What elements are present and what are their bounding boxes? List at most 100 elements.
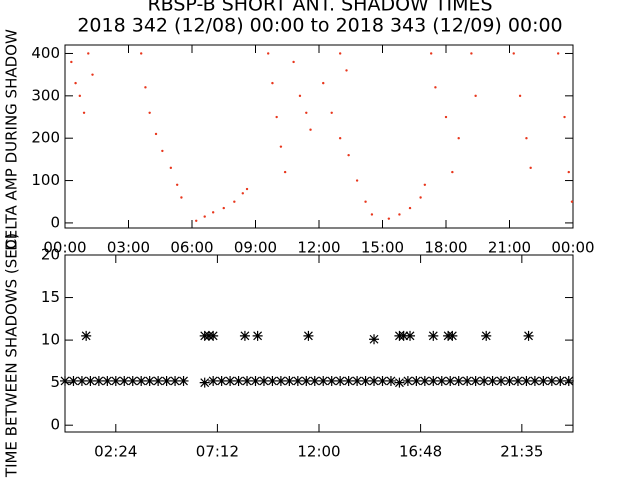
data-point: [555, 375, 566, 386]
data-point: [267, 52, 270, 55]
x-tick-label: 03:00: [107, 239, 150, 257]
data-point: [144, 375, 155, 386]
data-point: [245, 187, 249, 191]
data-point: [140, 52, 143, 55]
data-point: [523, 330, 534, 341]
x-tick-label: 12:00: [297, 443, 340, 461]
data-point: [428, 375, 439, 386]
data-point: [195, 219, 198, 222]
x-tick-label: 09:00: [234, 239, 277, 257]
data-point: [292, 375, 303, 386]
data-point: [211, 211, 215, 214]
data-point: [479, 375, 490, 386]
data-point: [298, 94, 302, 98]
data-point: [93, 375, 104, 386]
data-point: [504, 375, 515, 386]
y-tick-label: 15: [41, 288, 60, 306]
data-point: [284, 375, 295, 386]
data-point: [148, 111, 151, 114]
data-point: [394, 377, 405, 388]
data-point: [512, 375, 523, 386]
data-point: [250, 375, 261, 386]
data-point: [239, 330, 250, 341]
data-point: [419, 196, 422, 199]
data-point: [411, 375, 422, 386]
data-point: [318, 375, 329, 386]
data-point: [283, 170, 287, 174]
y-axis-label: TIME BETWEEN SHADOWS (SEC): [3, 233, 21, 478]
y-axis-label: DELTA AMP DURING SHADOW: [3, 29, 21, 251]
data-point: [525, 136, 528, 140]
data-point: [546, 375, 557, 386]
x-tick-label: 06:00: [170, 239, 213, 257]
data-point: [470, 375, 481, 386]
data-point: [242, 375, 253, 386]
x-tick-label: 00:00: [551, 239, 594, 257]
x-tick-label: 02:24: [94, 443, 137, 461]
data-point: [347, 153, 350, 157]
data-point: [453, 375, 464, 386]
data-point: [352, 375, 363, 386]
data-point: [87, 52, 90, 55]
data-point: [76, 375, 87, 386]
data-point: [370, 213, 374, 216]
data-point: [385, 375, 396, 386]
data-point: [82, 111, 86, 114]
data-point: [335, 375, 346, 386]
data-point: [175, 183, 179, 186]
data-point: [447, 330, 458, 341]
data-point: [529, 166, 532, 170]
y-tick-label: 200: [31, 129, 60, 147]
data-point: [208, 330, 219, 341]
data-point: [338, 52, 342, 55]
data-point: [364, 200, 367, 203]
data-point: [203, 215, 206, 218]
data-point: [70, 60, 73, 64]
data-point: [161, 149, 164, 153]
data-point: [377, 375, 388, 386]
data-point: [538, 375, 549, 386]
data-point: [387, 217, 391, 220]
x-tick-label: 15:00: [361, 239, 404, 257]
y-tick-label: 0: [50, 213, 60, 231]
data-point: [136, 375, 147, 386]
data-point: [225, 375, 236, 386]
x-tick-label: 16:48: [399, 443, 442, 461]
data-point: [457, 136, 460, 140]
data-point: [216, 375, 227, 386]
data-point: [474, 94, 477, 98]
data-point: [345, 69, 348, 72]
data-point: [271, 81, 274, 85]
data-point: [275, 375, 286, 386]
plot-frame: [64, 254, 574, 433]
data-point: [127, 375, 138, 386]
chart-subtitle: 2018 342 (12/08) 00:00 to 2018 343 (12/0…: [77, 15, 562, 37]
data-point: [241, 192, 244, 195]
data-point: [178, 375, 189, 386]
data-point: [436, 375, 447, 386]
data-point: [512, 52, 515, 55]
data-point: [481, 330, 492, 341]
data-point: [444, 115, 448, 119]
data-point: [496, 375, 507, 386]
y-tick-label: 20: [41, 246, 60, 264]
data-point: [451, 170, 454, 174]
x-tick-label: 21:00: [488, 239, 531, 257]
data-point: [169, 166, 173, 170]
data-point: [301, 375, 312, 386]
data-point: [267, 375, 278, 386]
data-point: [309, 128, 312, 131]
data-point: [208, 375, 219, 386]
data-point: [338, 136, 342, 140]
chart-title: RBSP-B SHORT ANT. SHADOW TIMES: [147, 0, 492, 16]
data-point: [68, 375, 79, 386]
data-point: [303, 330, 314, 341]
data-point: [402, 375, 413, 386]
data-point: [343, 375, 354, 386]
data-point: [252, 330, 263, 341]
data-point: [445, 375, 456, 386]
y-tick-label: 300: [31, 86, 60, 104]
data-point: [153, 375, 164, 386]
data-point: [222, 206, 225, 210]
